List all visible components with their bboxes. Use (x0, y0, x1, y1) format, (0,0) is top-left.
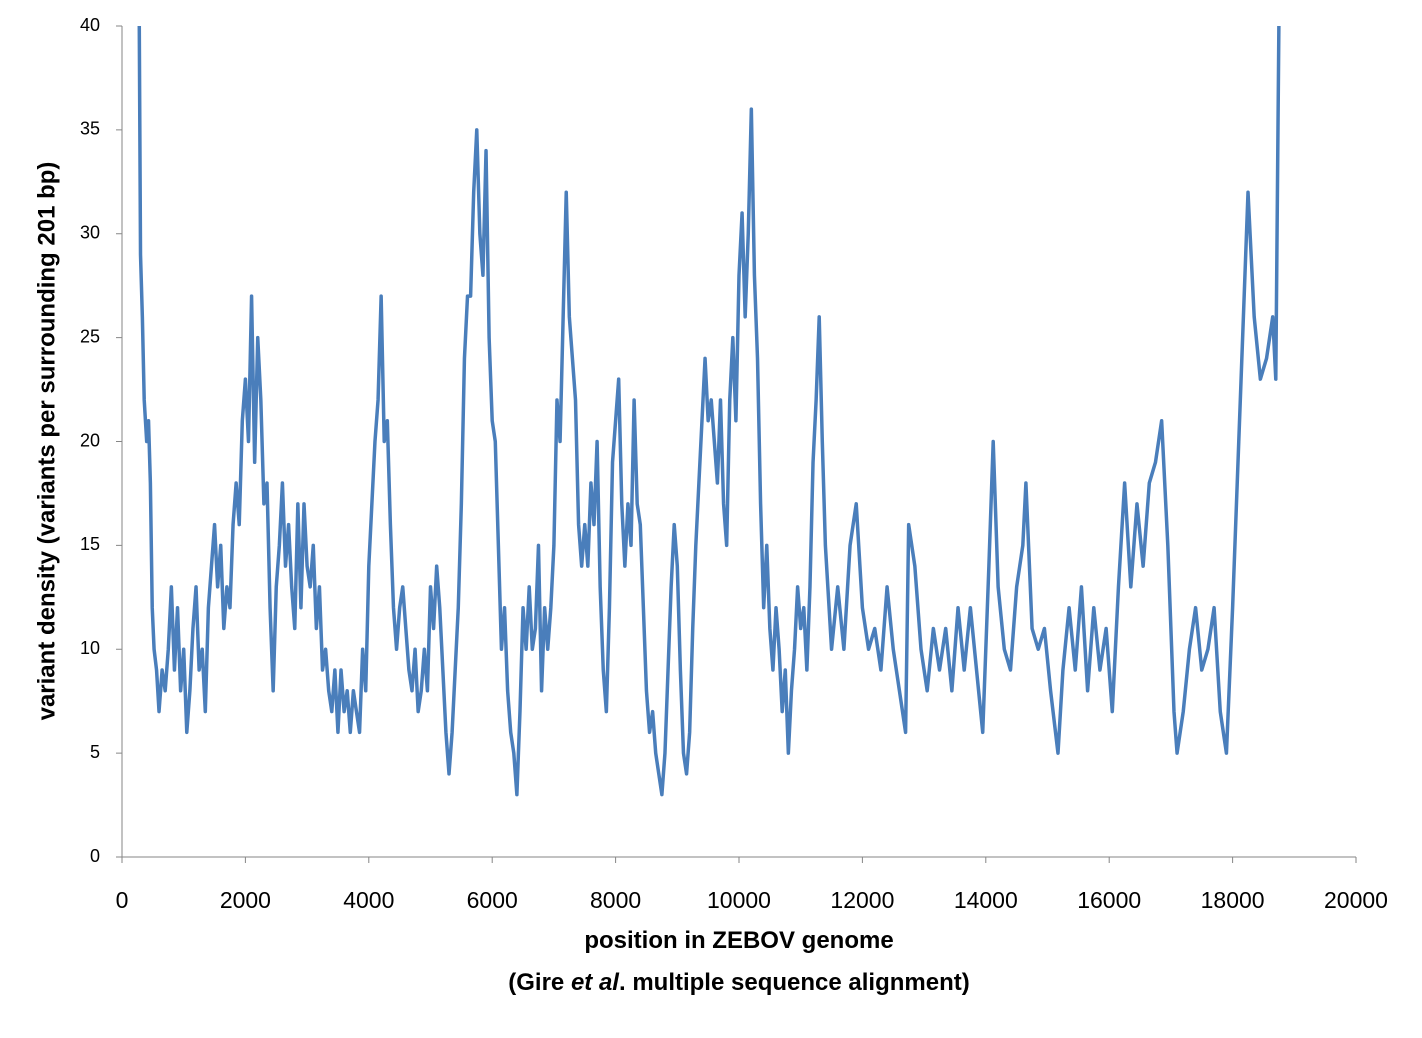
y-tick-label: 35 (80, 119, 100, 139)
x-tick-label: 0 (116, 887, 129, 913)
x-tick-label: 18000 (1201, 887, 1265, 913)
y-tick-label: 30 (80, 223, 100, 243)
x-note-part: . multiple sequence alignment) (619, 969, 970, 996)
x-note-italic: et al (571, 969, 620, 996)
x-tick-label: 8000 (590, 887, 641, 913)
y-tick-label: 40 (80, 15, 100, 35)
x-tick-label: 10000 (707, 887, 771, 913)
y-axis-label: variant density (variants per surroundin… (33, 162, 60, 721)
y-tick-label: 20 (80, 430, 100, 450)
x-tick-label: 14000 (954, 887, 1018, 913)
y-tick-label: 0 (90, 846, 100, 866)
x-tick-label: 12000 (830, 887, 894, 913)
x-axis-note: (Gire et al. multiple sequence alignment… (508, 969, 969, 996)
y-tick-label: 10 (80, 638, 100, 658)
x-note-part: (Gire (508, 969, 571, 996)
x-tick-label: 16000 (1077, 887, 1141, 913)
y-tick-label: 25 (80, 326, 100, 346)
x-tick-label: 4000 (343, 887, 394, 913)
x-axis-label: position in ZEBOV genome (584, 927, 893, 954)
y-tick-label: 5 (90, 742, 100, 762)
x-tick-label: 6000 (467, 887, 518, 913)
x-tick-label: 20000 (1324, 887, 1388, 913)
x-tick-label: 2000 (220, 887, 271, 913)
y-tick-label: 15 (80, 534, 100, 554)
data-line (137, 25, 1281, 797)
